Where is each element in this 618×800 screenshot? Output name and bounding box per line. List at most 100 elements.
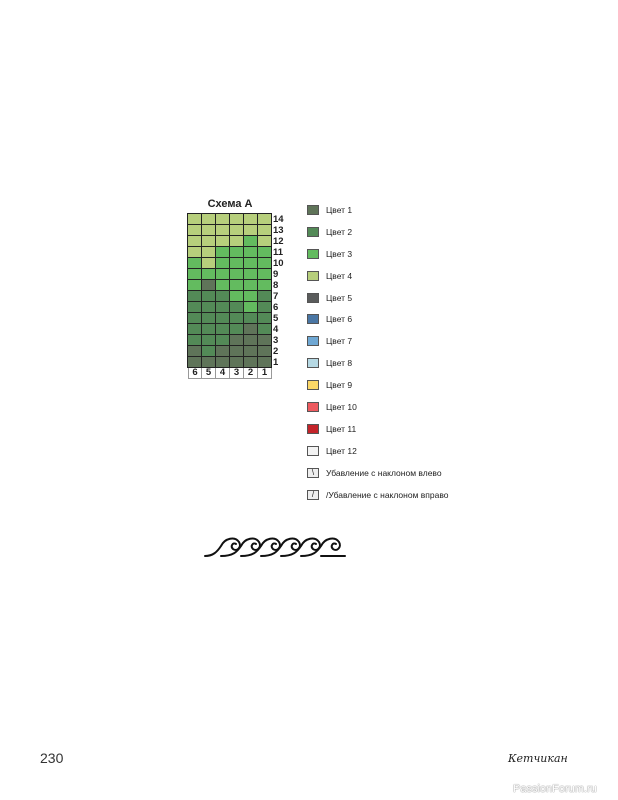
chart-cell [258,346,272,357]
legend-label: Цвет 6 [326,314,353,325]
row-number: 5 [273,313,279,324]
chart-cell [230,346,244,357]
color-legend: Цвет 1 Цвет 2 Цвет 3 Цвет 4 Цвет 5 Цвет 6 Цвет… [307,199,449,505]
legend-item: Цвет 2 [307,221,449,243]
chart-cell [244,247,258,258]
legend-item: \ Убавление с наклоном влево [307,462,449,484]
chart-cell [230,225,244,236]
legend-item: Цвет 4 [307,265,449,287]
legend-label: Цвет 4 [326,270,353,281]
legend-label: Цвет 12 [326,445,357,456]
legend-item: Цвет 3 [307,243,449,265]
color-swatch [307,401,319,412]
chart-cell [188,214,202,225]
chart-cell [258,324,272,335]
chart-cell [244,280,258,291]
chart-cell [230,269,244,280]
row-number: 6 [273,302,279,313]
color-swatch [307,248,319,259]
chart-cell [244,269,258,280]
chart-cell [258,302,272,313]
legend-item: / /Убавление с наклоном вправо [307,484,449,506]
chart-cell [188,335,202,346]
chart-cell [230,313,244,324]
chart-cell [188,357,202,368]
chart-title: Схема А [207,198,253,210]
legend-label: Цвет 5 [326,292,353,303]
legend-item: Цвет 11 [307,418,449,440]
legend-item: Цвет 10 [307,396,449,418]
chart-cell [216,357,230,368]
row-number: 3 [273,335,279,346]
page-number: 230 [40,750,64,766]
chart-cell [202,225,216,236]
chart-cell [202,280,216,291]
chart-cell [258,225,272,236]
chart-cell [230,357,244,368]
color-swatch [307,336,319,347]
decrease-symbol-icon: \ [307,467,319,478]
row-number: 4 [273,324,279,335]
color-swatch [307,270,319,281]
chart-cell [202,214,216,225]
row-number: 11 [273,247,284,258]
chart-cell [188,258,202,269]
chart-cell [188,269,202,280]
chart-cell [244,214,258,225]
chart-cell [188,313,202,324]
chart-cell [258,247,272,258]
color-swatch [307,314,319,325]
legend-item: Цвет 8 [307,352,449,374]
chart-cell [216,225,230,236]
column-number: 6 [188,368,202,379]
chart-cell [244,324,258,335]
legend-item: Цвет 5 [307,287,449,309]
row-number: 9 [273,269,279,280]
chart-cell [230,247,244,258]
chart-cell [230,236,244,247]
chart-cell [258,291,272,302]
column-number: 2 [244,368,258,379]
chart-cell [216,346,230,357]
legend-item: Цвет 9 [307,374,449,396]
chart-cell [202,291,216,302]
row-number: 2 [273,346,279,357]
chart-cell [244,291,258,302]
legend-label: Цвет 11 [326,423,357,434]
chart-cell [188,302,202,313]
legend-item: Цвет 7 [307,330,449,352]
color-swatch [307,358,319,369]
chart-cell [188,324,202,335]
color-swatch [307,292,319,303]
chart-cell [188,346,202,357]
chart-cell [230,258,244,269]
chart-cell [244,225,258,236]
color-swatch [307,380,319,391]
chart-cell [244,258,258,269]
chart-cell [202,346,216,357]
chart-cell [202,269,216,280]
chart-cell [202,258,216,269]
chart-cell [188,291,202,302]
chart-cell [216,313,230,324]
chart-cell [188,280,202,291]
chart-cell [244,357,258,368]
legend-label: /Убавление с наклоном вправо [326,489,449,500]
chart-cell [258,258,272,269]
chart-cell [258,335,272,346]
knitting-chart: 14 13 12 11 10 9 8 7 6 5 4 3 2 1 6 5 4 3 2 1 [188,214,286,379]
row-number: 13 [273,225,284,236]
wave-ornament [204,537,346,557]
signature: Кетчикан [508,752,568,765]
decrease-symbol-icon: / [307,489,319,500]
legend-item: Цвет 12 [307,440,449,462]
chart-cell [258,269,272,280]
legend-item: Цвет 6 [307,308,449,330]
chart-cell [230,280,244,291]
chart-cell [244,236,258,247]
chart-cell [202,335,216,346]
color-swatch [307,226,319,237]
legend-label: Цвет 1 [326,204,353,215]
chart-cell [216,335,230,346]
chart-cell [202,313,216,324]
